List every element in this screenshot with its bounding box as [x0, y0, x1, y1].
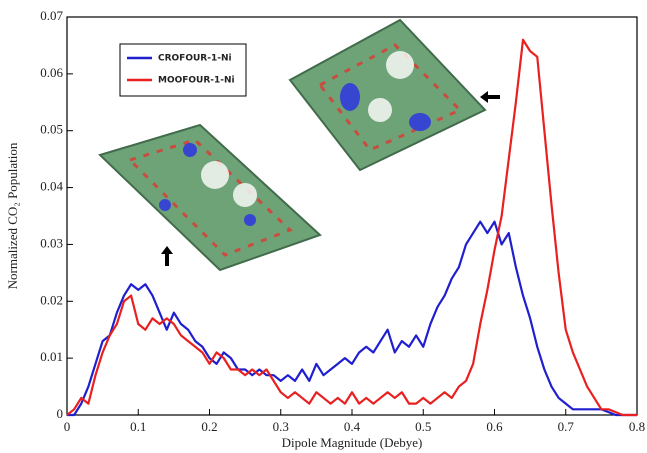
- legend-label: MOOFOUR-1-Ni: [158, 76, 235, 86]
- inset-structure-left: [100, 125, 320, 270]
- x-tick-label: 0.8: [629, 419, 645, 434]
- x-tick-label: 0.7: [558, 419, 575, 434]
- y-tick-label: 0: [57, 406, 64, 421]
- x-tick-label: 0.3: [273, 419, 289, 434]
- y-axis-label: Normalized CO₂ Population: [5, 142, 20, 289]
- chart: Dipole Magnitude (Debye) Normalized CO₂ …: [0, 0, 647, 453]
- y-tick-label: 0.05: [40, 122, 63, 137]
- x-tick-label: 0.4: [344, 419, 361, 434]
- y-tick-label: 0.01: [40, 349, 63, 364]
- x-axis-label: Dipole Magnitude (Debye): [282, 435, 423, 450]
- arrow-left: [480, 91, 500, 103]
- y-tick-label: 0.06: [40, 65, 63, 80]
- y-tick-label: 0.02: [40, 292, 63, 307]
- arrow-up: [161, 246, 173, 266]
- legend-label: CROFOUR-1-Ni: [158, 54, 232, 64]
- x-tick-label: 0.5: [415, 419, 431, 434]
- x-tick-label: 0.2: [201, 419, 217, 434]
- legend-box: [120, 44, 246, 96]
- y-tick-label: 0.07: [40, 8, 63, 23]
- y-tick-label: 0.03: [40, 235, 63, 250]
- y-tick-label: 0.04: [40, 179, 63, 194]
- x-tick-label: 0: [64, 419, 71, 434]
- x-tick-label: 0.6: [486, 419, 503, 434]
- inset-structure-right: [290, 20, 485, 170]
- x-tick-label: 0.1: [130, 419, 146, 434]
